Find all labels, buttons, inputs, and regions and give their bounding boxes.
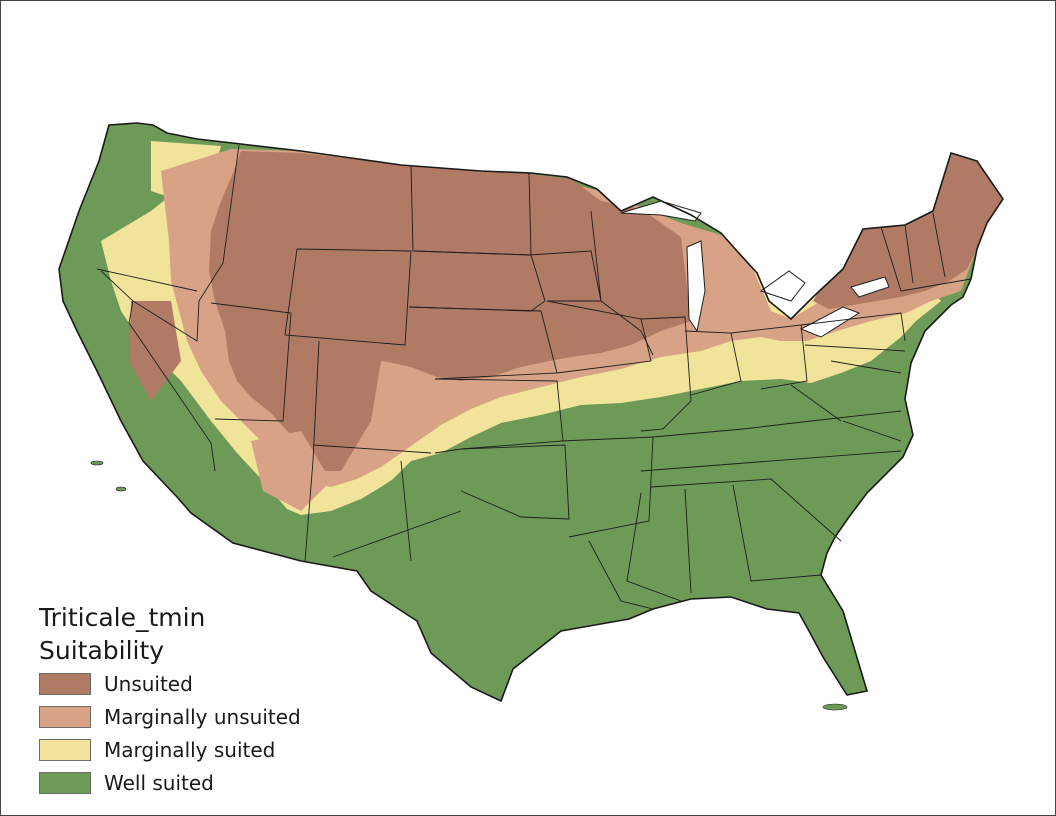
legend-label: Marginally suited <box>104 737 276 762</box>
legend-swatch-marginally-unsuited <box>39 705 91 728</box>
legend-swatch-well-suited <box>39 771 91 794</box>
legend-item-well-suited: Well suited <box>39 766 301 799</box>
legend-item-marginally-unsuited: Marginally unsuited <box>39 700 301 733</box>
legend-title-line1: Triticale_tmin <box>39 603 206 632</box>
great-lakes <box>620 200 890 338</box>
islands <box>90 460 848 711</box>
legend-item-marginally-suited: Marginally suited <box>39 733 301 766</box>
unsuited-sw-patch-2 <box>129 301 181 401</box>
legend-swatch-marginally-suited <box>39 738 91 761</box>
legend-label: Well suited <box>104 770 214 795</box>
unsuited-northeast <box>813 153 1003 309</box>
legend-label: Marginally unsuited <box>104 704 301 729</box>
legend-label: Unsuited <box>104 671 193 696</box>
legend-swatch-unsuited <box>39 672 91 695</box>
legend-item-unsuited: Unsuited <box>39 667 301 700</box>
legend-title-line2: Suitability <box>39 636 165 665</box>
state-borders <box>96 144 972 610</box>
map-legend: Triticale_tmin Suitability Unsuited Marg… <box>39 601 301 799</box>
